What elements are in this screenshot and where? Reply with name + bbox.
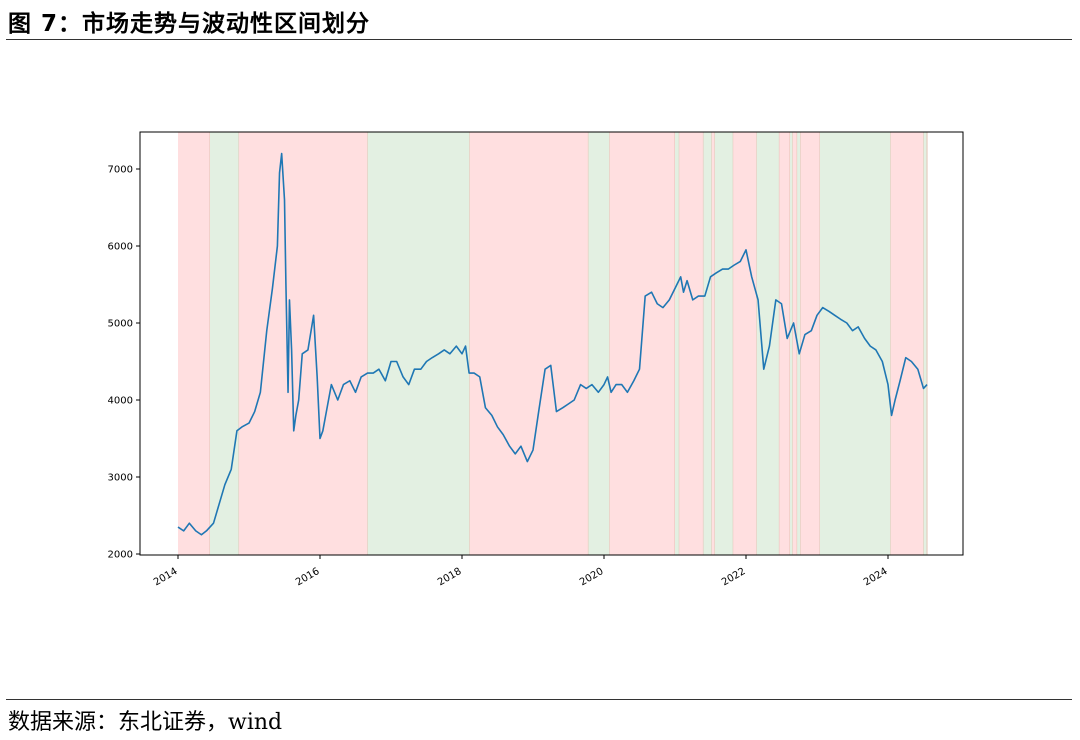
regime-band-high-18: [800, 132, 820, 555]
y-axis: 2000 3000 4000 5000 6000 7000: [108, 165, 140, 561]
y-tick-label-7000: 7000: [108, 165, 133, 176]
regime-band-high-6: [609, 132, 675, 555]
y-tick-label-3000: 3000: [108, 473, 133, 484]
regime-band-low-21: [923, 132, 928, 555]
y-tick-label-5000: 5000: [108, 319, 133, 330]
regime-band-low-13: [756, 132, 780, 555]
regime-band-low-19: [819, 132, 891, 555]
regime-band-low-9: [703, 132, 712, 555]
series-layer: [177, 152, 928, 536]
x-axis: 2014 2016 2018 2020 2022 2024: [152, 555, 890, 588]
regime-band-high-8: [679, 132, 704, 555]
x-tick-label-2022: 2022: [720, 566, 748, 588]
plot-frame: [139, 131, 964, 556]
regime-band-high-4: [469, 132, 589, 555]
regime-band-high-20: [890, 132, 924, 555]
y-tick-label-6000: 6000: [108, 242, 133, 253]
regime-bands: [178, 132, 928, 555]
regime-band-high-0: [178, 132, 210, 555]
regime-band-high-10: [711, 132, 715, 555]
regime-band-low-7: [675, 132, 680, 555]
source-note: 数据来源：东北证券，wind: [8, 710, 283, 735]
figure-title: 图 7：市场走势与波动性区间划分: [8, 11, 371, 37]
x-tick-label-2014: 2014: [152, 566, 180, 588]
regime-band-low-11: [714, 132, 734, 555]
regime-band-low-3: [367, 132, 470, 555]
regime-band-high-16: [792, 132, 798, 555]
bottom-rule: [6, 699, 1072, 700]
regime-band-high-2: [239, 132, 368, 555]
x-tick-label-2018: 2018: [436, 566, 464, 588]
regime-band-low-1: [209, 132, 240, 555]
regime-band-high-12: [733, 132, 757, 555]
x-tick-label-2020: 2020: [578, 566, 606, 588]
x-tick-label-2024: 2024: [862, 566, 890, 588]
regime-band-low-5: [588, 132, 610, 555]
regime-band-low-15: [790, 132, 793, 555]
regime-band-high-14: [779, 132, 791, 555]
x-tick-label-2016: 2016: [294, 566, 322, 588]
series-line-0: [177, 152, 928, 536]
y-tick-label-4000: 4000: [108, 396, 133, 407]
top-rule: [6, 39, 1072, 40]
y-tick-label-2000: 2000: [108, 550, 133, 561]
regime-band-low-17: [797, 132, 801, 555]
